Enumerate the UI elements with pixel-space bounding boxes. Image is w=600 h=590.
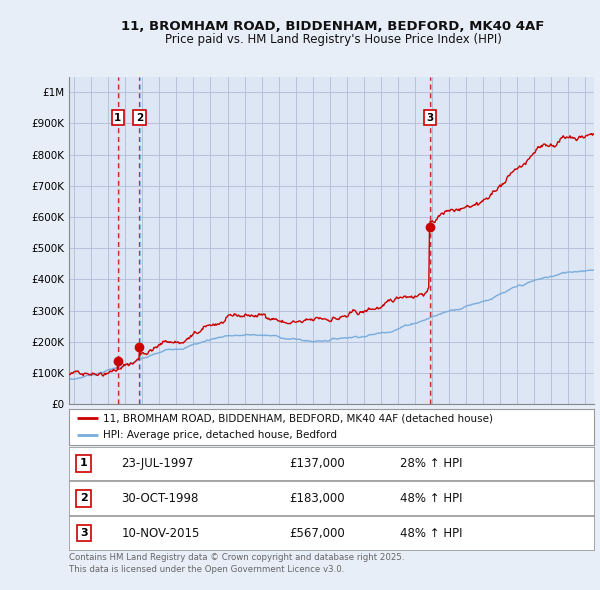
Text: Contains HM Land Registry data © Crown copyright and database right 2025.
This d: Contains HM Land Registry data © Crown c… xyxy=(69,553,404,573)
Text: 23-JUL-1997: 23-JUL-1997 xyxy=(121,457,194,470)
Text: 10-NOV-2015: 10-NOV-2015 xyxy=(121,526,200,540)
Text: 48% ↑ HPI: 48% ↑ HPI xyxy=(400,526,462,540)
Text: Price paid vs. HM Land Registry's House Price Index (HPI): Price paid vs. HM Land Registry's House … xyxy=(164,33,502,46)
Text: 11, BROMHAM ROAD, BIDDENHAM, BEDFORD, MK40 4AF (detached house): 11, BROMHAM ROAD, BIDDENHAM, BEDFORD, MK… xyxy=(103,413,493,423)
Text: 2: 2 xyxy=(136,113,143,123)
Text: £137,000: £137,000 xyxy=(290,457,345,470)
Text: 1: 1 xyxy=(80,458,88,468)
Text: 2: 2 xyxy=(80,493,88,503)
Text: 3: 3 xyxy=(80,528,88,538)
Text: 48% ↑ HPI: 48% ↑ HPI xyxy=(400,491,462,505)
Text: HPI: Average price, detached house, Bedford: HPI: Average price, detached house, Bedf… xyxy=(103,430,337,440)
Text: 1: 1 xyxy=(114,113,121,123)
Text: £183,000: £183,000 xyxy=(290,491,345,505)
Text: 11, BROMHAM ROAD, BIDDENHAM, BEDFORD, MK40 4AF: 11, BROMHAM ROAD, BIDDENHAM, BEDFORD, MK… xyxy=(121,20,545,33)
Text: 30-OCT-1998: 30-OCT-1998 xyxy=(121,491,199,505)
Text: 28% ↑ HPI: 28% ↑ HPI xyxy=(400,457,462,470)
Text: 3: 3 xyxy=(426,113,433,123)
Text: £567,000: £567,000 xyxy=(290,526,345,540)
